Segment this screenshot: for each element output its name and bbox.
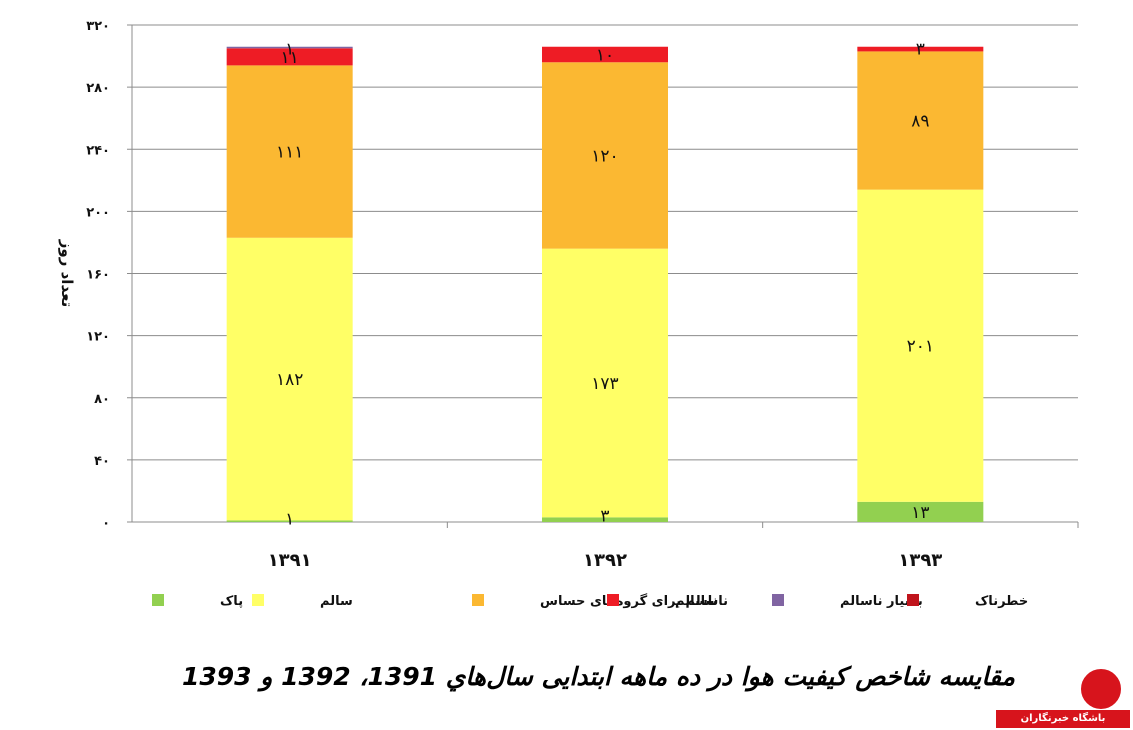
legend-label: بسیار ناسالم (840, 594, 923, 609)
legend-swatch (152, 594, 164, 606)
bar-segment (542, 62, 668, 249)
data-label: ۱۷۳ (591, 374, 618, 394)
data-label: ۱ (285, 40, 294, 60)
data-label: ۸۹ (911, 112, 929, 132)
data-label: ۱۱ (281, 48, 299, 68)
y-axis-label: تعداد روز (58, 239, 76, 307)
news-logo: باشگاه خبرنگاران (996, 660, 1130, 728)
data-label: ۱۸۲ (276, 370, 303, 390)
legend-swatch (252, 594, 264, 606)
y-tick-label: ۲۴۰ (86, 143, 110, 158)
data-label: ۲۰۱ (907, 337, 934, 357)
logo-emblem-icon (1078, 666, 1124, 712)
legend-label: ناسالم (675, 594, 718, 609)
y-tick-label: ۱۶۰ (86, 268, 110, 283)
legend-label: خطرناک (975, 594, 1028, 609)
legend-label: سالم (320, 594, 353, 609)
legend-swatch (472, 594, 484, 606)
data-label: ۳ (916, 40, 925, 60)
bar-segment (226, 46, 353, 49)
bar-segment (857, 46, 984, 52)
bar-segment (857, 51, 984, 190)
bars (226, 46, 984, 522)
bar-segment (857, 501, 984, 522)
data-label: ۱۲۰ (591, 146, 618, 166)
data-label: ۱۱۱ (276, 143, 303, 163)
bar-segment (226, 65, 353, 238)
x-tick-label: ۱۳۹۲ (583, 550, 627, 571)
y-tick-label: ۱۲۰ (86, 330, 110, 345)
legend-label: ناسالم برای گروه‌های حساس (540, 593, 728, 609)
y-tick-label: ۰ (102, 516, 110, 531)
bar-segment (542, 248, 668, 518)
legend-swatch (907, 594, 919, 606)
x-tick-label: ۱۳۹۱ (268, 550, 312, 571)
y-tick-label: ۴۰ (94, 454, 110, 469)
legend-swatch (607, 594, 619, 606)
y-tick-label: ۲۰۰ (86, 205, 110, 220)
bar-segment (226, 48, 353, 66)
data-label: ۳ (600, 506, 609, 526)
x-tick-label: ۱۳۹۳ (898, 550, 942, 571)
logo-banner: باشگاه خبرنگاران (996, 710, 1130, 728)
y-tick-label: ۳۲۰ (86, 19, 110, 34)
y-tick-label: ۲۸۰ (86, 81, 110, 96)
legend-label: پاک (220, 594, 243, 609)
data-label: ۱ (285, 509, 294, 529)
data-label: ۱۳ (911, 503, 929, 523)
legend-swatch (772, 594, 784, 606)
chart-caption: مقایسه شاخص کیفیت هوا در ده ماهه ابتدایی… (181, 662, 1015, 691)
bar-segment (226, 520, 353, 522)
data-label: ۱۰ (596, 46, 614, 66)
bar-segment (857, 189, 984, 502)
y-tick-label: ۸۰ (94, 392, 110, 407)
bar-segment (226, 237, 353, 521)
bar-segment (542, 46, 668, 63)
stacked-bar-chart: ۰ ۴۰ ۸۰ ۱۲۰ ۱۶۰ ۲۰۰ ۲۴۰ ۲۸۰ ۳۲۰ تعداد روز ۱۳۹۱ ۱۳۹۲… (58, 19, 1079, 609)
bar-segment (542, 517, 668, 522)
